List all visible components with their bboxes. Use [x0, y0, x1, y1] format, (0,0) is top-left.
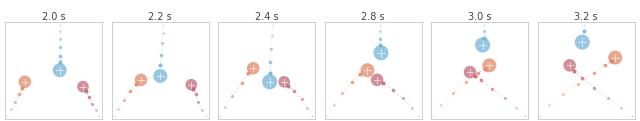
Circle shape: [278, 76, 290, 88]
Circle shape: [464, 66, 476, 78]
Circle shape: [371, 74, 383, 86]
Circle shape: [262, 74, 277, 89]
Circle shape: [52, 63, 67, 77]
Title: 2.8 s: 2.8 s: [362, 12, 385, 22]
Circle shape: [19, 76, 31, 88]
Circle shape: [483, 58, 496, 72]
Circle shape: [475, 38, 490, 53]
Circle shape: [608, 51, 622, 65]
Circle shape: [186, 79, 197, 91]
Title: 3.2 s: 3.2 s: [574, 12, 598, 22]
Title: 2.2 s: 2.2 s: [148, 12, 172, 22]
Circle shape: [154, 69, 167, 83]
Title: 3.0 s: 3.0 s: [468, 12, 492, 22]
Title: 2.0 s: 2.0 s: [42, 12, 66, 22]
Title: 2.4 s: 2.4 s: [255, 12, 278, 22]
Circle shape: [563, 59, 576, 72]
Circle shape: [373, 45, 388, 60]
Circle shape: [247, 62, 259, 75]
Circle shape: [134, 74, 147, 86]
Circle shape: [360, 63, 374, 77]
Circle shape: [575, 35, 590, 50]
Circle shape: [77, 81, 89, 92]
